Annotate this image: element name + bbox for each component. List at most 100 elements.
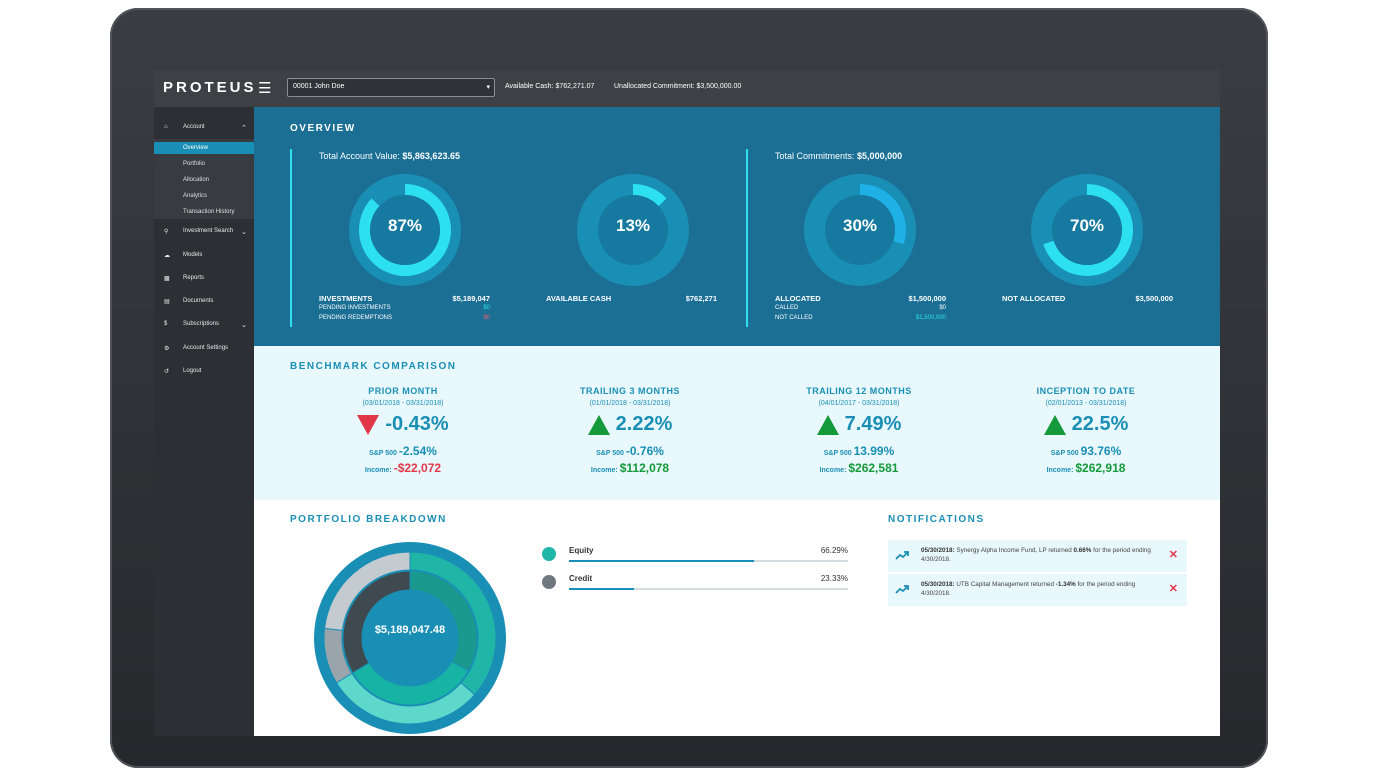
period-name: TRAILING 12 MONTHS: [806, 386, 912, 396]
income-value: $112,078: [619, 461, 670, 475]
sp500-label: S&P 500: [1050, 450, 1079, 457]
allocated-label: ALLOCATED: [775, 294, 821, 303]
called-label: CALLED: [775, 305, 799, 311]
not-called-value: $1,500,000: [915, 315, 946, 321]
donut-hole: [370, 195, 440, 265]
arrow-up-icon: [587, 414, 610, 435]
benchmark-inception-to-date: INCEPTION TO DATE (02/01/2013 - 03/31/20…: [986, 386, 1186, 475]
unallocated-commitment: Unallocated Commitment: $3,500,000.00: [614, 83, 742, 90]
notification-item[interactable]: 05/30/2018: UTB Capital Management retur…: [888, 574, 1187, 606]
investments-donut: [349, 174, 461, 286]
sidebar-subitem-allocation[interactable]: Allocation: [183, 177, 210, 183]
overview-section: OVERVIEW Total Account Value: $5,863,623…: [254, 107, 1220, 346]
notifications-title: NOTIFICATIONS: [888, 514, 985, 525]
notification-value: -1.34%: [1055, 581, 1076, 588]
period-return: 22.5%: [986, 413, 1186, 439]
sidebar-subitem-overview[interactable]: Overview: [154, 142, 254, 154]
income-value: $262,918: [1075, 461, 1126, 475]
allocated-pct: 30%: [842, 216, 878, 235]
donut-hole: [1052, 195, 1122, 265]
logout-icon: ↺: [164, 369, 170, 375]
cloud-icon: ☁: [164, 253, 170, 259]
period-return-value: -0.43%: [385, 413, 449, 435]
sidebar-item-label: Models: [183, 252, 203, 258]
not-allocated-donut: [1031, 174, 1143, 286]
sidebar-item-label: Logout: [183, 368, 202, 374]
available-cash-pct: 13%: [615, 216, 651, 235]
chevron-down-icon: ⌄: [241, 229, 247, 236]
total-commitments-amount: $5,000,000: [857, 151, 903, 161]
called-value: $0: [939, 305, 946, 311]
portfolio-breakdown-title: PORTFOLIO BREAKDOWN: [290, 514, 447, 525]
caret-down-icon: ▾: [486, 84, 490, 91]
sp500-label: S&P 500: [596, 450, 624, 457]
benchmark-title: BENCHMARK COMPARISON: [290, 361, 457, 372]
investments-value: $5,189,047: [452, 294, 490, 303]
account-subnav: Overview Portfolio Allocation Analytics …: [154, 139, 254, 219]
hamburger-icon[interactable]: ☰: [258, 80, 272, 97]
available-cash: Available Cash: $762,271.07: [505, 83, 595, 90]
document-icon: ▤: [164, 299, 170, 305]
legend-bar-fill: [569, 588, 635, 590]
period-return: -0.43%: [303, 413, 503, 439]
investments-pct: 87%: [387, 216, 423, 235]
income: Income: $262,581: [759, 461, 959, 475]
available-cash-donut: [577, 174, 689, 286]
income-value: -$22,072: [393, 461, 442, 475]
period-name: PRIOR MONTH: [368, 386, 438, 396]
notification-date: 05/30/2018:: [921, 581, 955, 588]
not-allocated-label: NOT ALLOCATED: [1002, 294, 1066, 303]
home-icon: ⌂: [164, 124, 168, 130]
benchmark-section: BENCHMARK COMPARISON PRIOR MONTH (03/01/…: [254, 346, 1220, 500]
period-dates: (02/01/2013 - 03/31/2018): [1045, 400, 1127, 407]
close-icon[interactable]: ✕: [1168, 583, 1178, 595]
chevron-up-icon: ⌃: [241, 125, 247, 132]
legend-item-equity[interactable]: Equity 66.29%: [542, 546, 848, 566]
period-return: 7.49%: [759, 413, 959, 439]
top-bar: PROTEUS ☰ 00001 John Doe ▾ Available Cas…: [154, 70, 1220, 107]
close-icon[interactable]: ✕: [1168, 549, 1178, 561]
portfolio-total-value: $5,189,047.48: [374, 624, 446, 636]
allocated-value: $1,500,000: [908, 294, 946, 303]
overview-title: OVERVIEW: [290, 123, 356, 134]
sidebar: ⌂ Account ⌃ Overview Portfolio Allocatio…: [154, 107, 254, 736]
search-icon: ⚲: [164, 229, 169, 235]
sidebar-subitem-transaction-history[interactable]: Transaction History: [183, 209, 235, 215]
sidebar-item-label: Documents: [183, 298, 214, 304]
sidebar-subitem-analytics[interactable]: Analytics: [183, 193, 208, 199]
sp500-label: S&P 500: [369, 450, 397, 457]
pending-investments-value: $0: [483, 305, 490, 311]
benchmark-trailing-12-months: TRAILING 12 MONTHS (04/01/2017 - 03/31/2…: [759, 386, 959, 475]
period-name: INCEPTION TO DATE: [1036, 386, 1136, 396]
chevron-down-icon: ⌄: [241, 322, 247, 329]
notification-item[interactable]: 05/30/2018: Synergy Alpha Income Fund, L…: [888, 540, 1187, 572]
period-return: 2.22%: [530, 413, 730, 439]
legend-bar-track: [569, 560, 848, 562]
sidebar-subitem-portfolio[interactable]: Portfolio: [183, 161, 206, 167]
income: Income: $112,078: [530, 461, 730, 475]
legend-name: Credit: [569, 574, 593, 583]
arrow-up-icon: [1043, 414, 1066, 435]
total-commitments: Total Commitments: $5,000,000: [775, 151, 902, 161]
sidebar-item-label: Investment Search: [183, 228, 234, 234]
sp500-return: S&P 500 -2.54%: [303, 444, 503, 458]
total-account-value-label: Total Account Value:: [319, 151, 400, 161]
sp500-value: 93.76%: [1080, 444, 1122, 458]
app-logo: PROTEUS: [163, 79, 257, 96]
notification-text-before: UTB Capital Management returned: [956, 581, 1055, 588]
benchmark-prior-month: PRIOR MONTH (03/01/2018 - 03/31/2018) -0…: [303, 386, 503, 475]
donut-outer-ring: [323, 551, 497, 725]
account-select[interactable]: 00001 John Doe ▾: [287, 78, 495, 97]
chart-icon: ▩: [164, 276, 170, 282]
sidebar-item-account[interactable]: ⌂ Account ⌃: [154, 124, 254, 134]
trend-up-icon: [895, 551, 909, 560]
legend-name: Equity: [569, 546, 594, 555]
investments-label: INVESTMENTS: [319, 294, 373, 303]
notification-text: 05/30/2018: UTB Capital Management retur…: [921, 580, 1161, 598]
donut-outer-segment: [323, 551, 411, 631]
credit-dot-icon: [542, 575, 556, 589]
sp500-value: -0.76%: [625, 444, 664, 458]
total-account-value: Total Account Value: $5,863,623.65: [319, 151, 460, 161]
legend-item-credit[interactable]: Credit 23.33%: [542, 574, 848, 594]
legend-bar-fill: [569, 560, 754, 562]
